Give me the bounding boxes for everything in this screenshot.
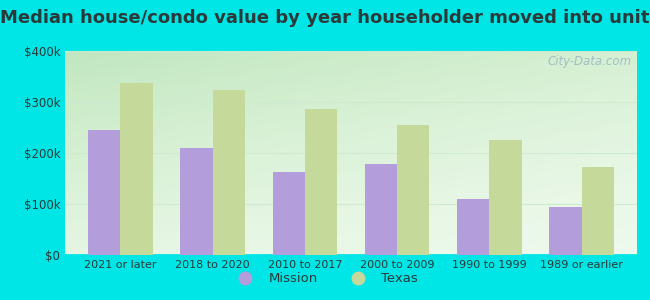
Bar <box>272 172 305 255</box>
Bar <box>489 140 522 255</box>
Bar <box>180 148 213 255</box>
Bar <box>213 90 245 255</box>
Bar <box>397 125 430 255</box>
Bar <box>305 109 337 255</box>
Text: Median house/condo value by year householder moved into unit: Median house/condo value by year househo… <box>0 9 650 27</box>
Legend: Mission, Texas: Mission, Texas <box>227 267 423 290</box>
Bar <box>365 164 397 255</box>
Text: City-Data.com: City-Data.com <box>547 55 631 68</box>
Bar <box>457 199 489 255</box>
Bar <box>549 206 582 255</box>
Bar <box>120 83 153 255</box>
Bar <box>88 130 120 255</box>
Bar <box>582 167 614 255</box>
